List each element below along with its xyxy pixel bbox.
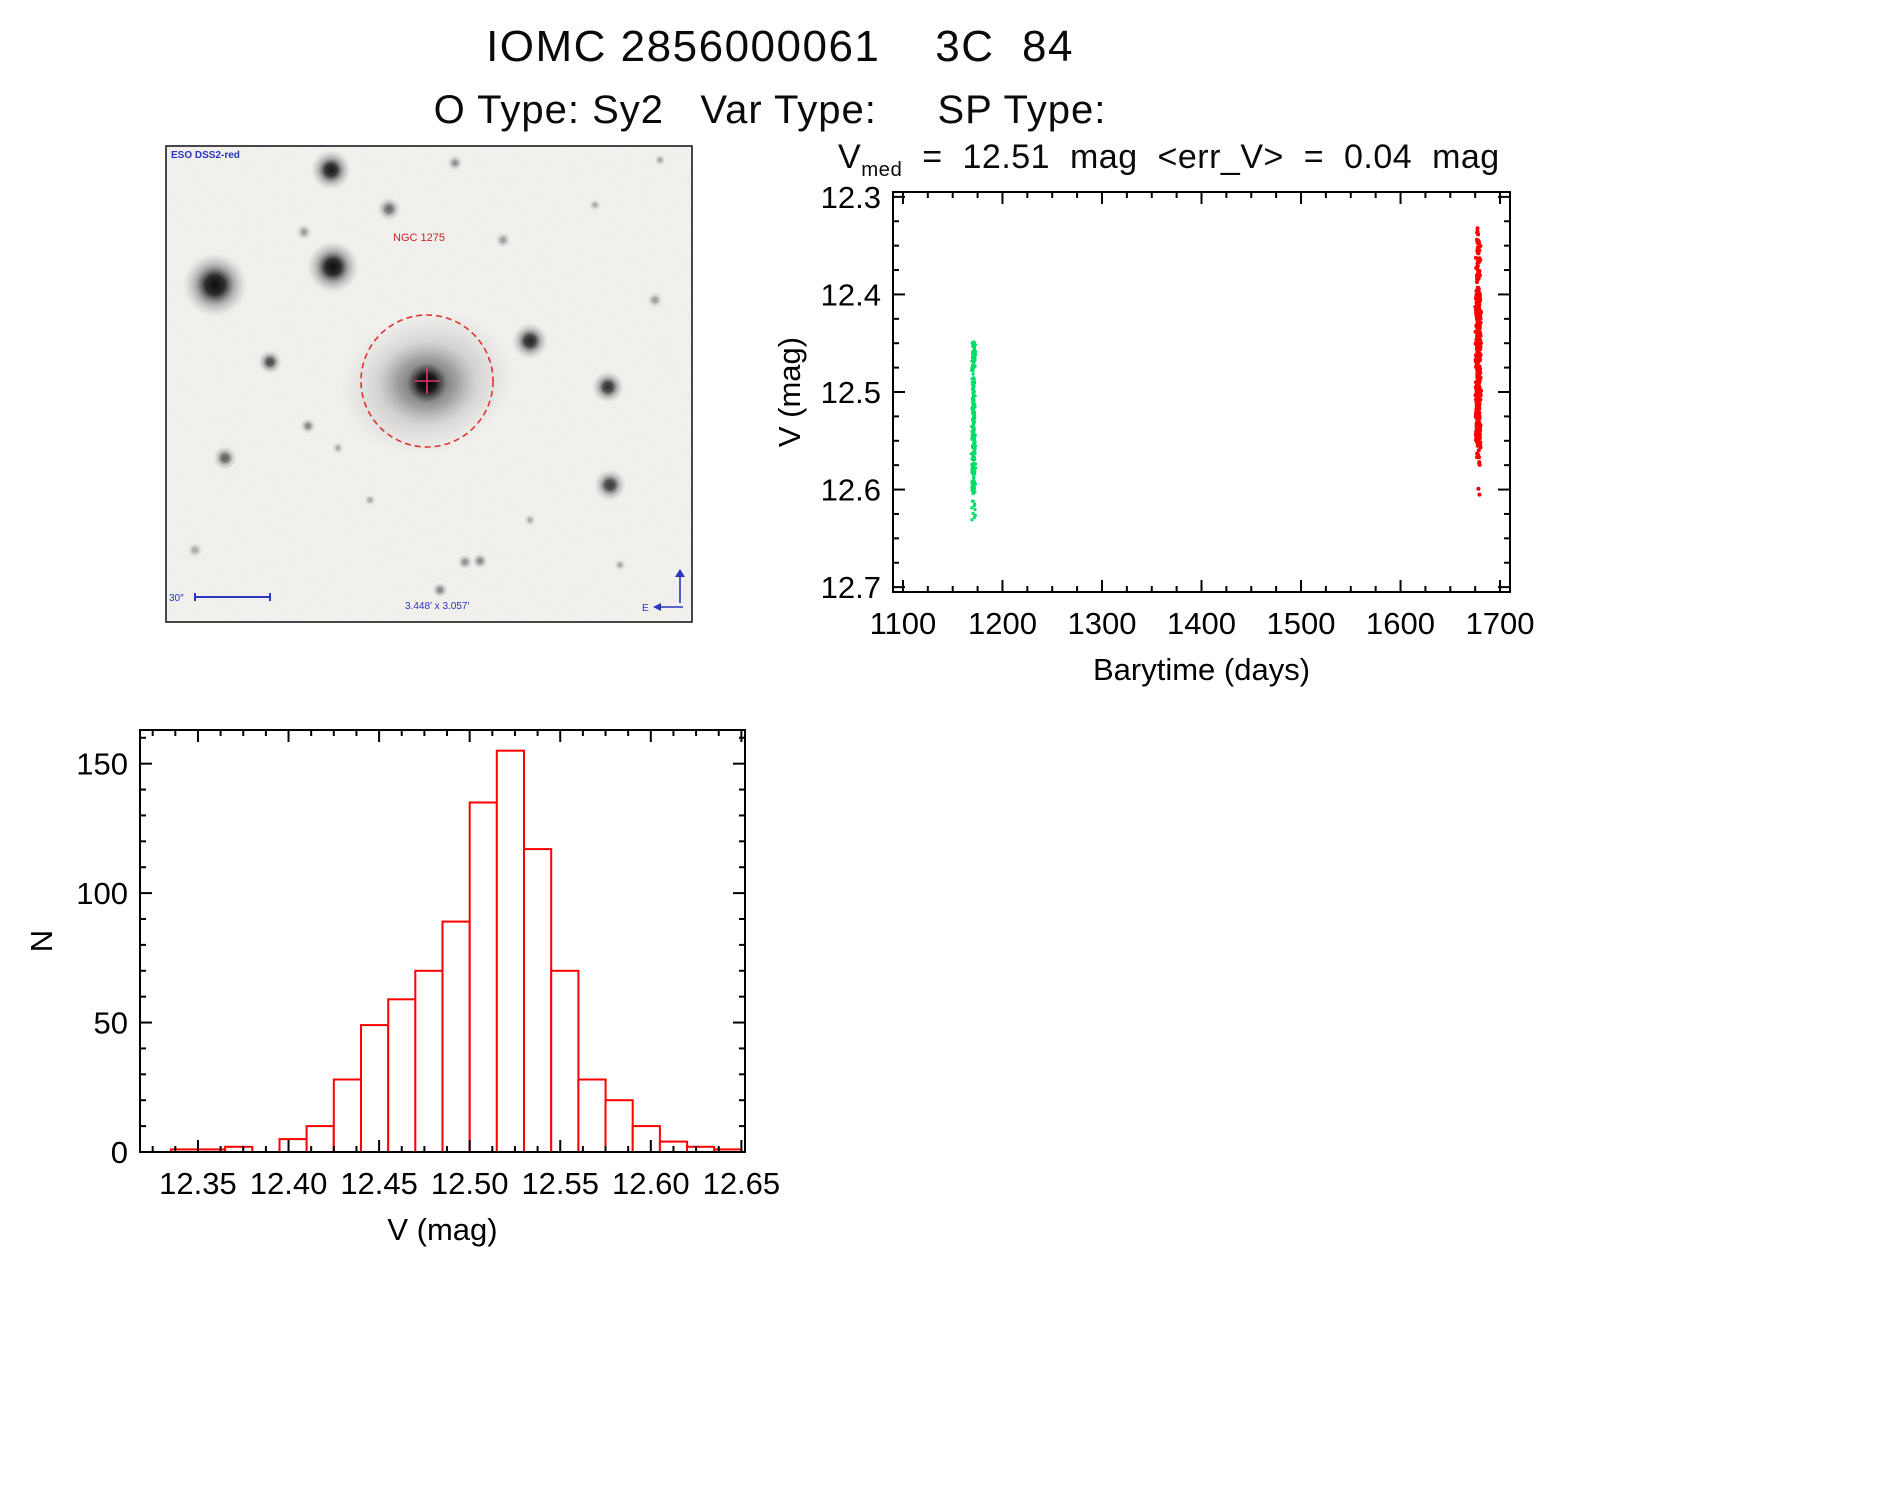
star [592, 371, 624, 403]
lightcurve-y-axis-label: V (mag) [772, 337, 807, 447]
vmed-subscript: med [861, 158, 903, 181]
x-tick-label: 12.40 [250, 1166, 328, 1201]
fov-label: 3.448′ x 3.057′ [405, 601, 469, 612]
x-tick-label: 1400 [1167, 606, 1236, 641]
y-tick-label: 0 [111, 1135, 128, 1170]
star [589, 199, 601, 211]
star [524, 514, 536, 526]
star [183, 253, 247, 317]
x-tick-label: 1700 [1466, 606, 1535, 641]
histogram-bar [468, 801, 498, 1153]
star [512, 323, 548, 359]
finding-chart-frame [165, 145, 693, 623]
star [594, 469, 626, 501]
epoch-1-green [969, 340, 978, 522]
histogram-bar [332, 1078, 362, 1153]
histogram-tick-labels: 12.35 12.40 12.45 12.50 12.55 12.60 12.65 0 50 10… [76, 747, 780, 1201]
y-tick-label: 12.7 [821, 570, 881, 605]
survey-label: ESO DSS2-red [171, 150, 240, 161]
histogram-bar [387, 998, 417, 1153]
scale-bar [194, 593, 271, 601]
star [300, 418, 316, 434]
star [377, 197, 401, 221]
lightcurve-plot: 1100 1200 1300 1400 1500 1600 1700 12.3 12.4 12.5… [772, 180, 1535, 687]
histogram-bars [169, 749, 743, 1154]
y-tick-label: 12.3 [821, 180, 881, 215]
histogram-bar [631, 1125, 661, 1154]
histogram-bar [360, 1024, 390, 1154]
x-tick-label: 12.65 [703, 1166, 781, 1201]
histogram-y-axis-label: N [30, 930, 59, 952]
y-tick-label: 12.6 [821, 473, 881, 508]
y-tick-label: 12.5 [821, 375, 881, 410]
histogram-bar [523, 848, 553, 1153]
star [296, 224, 312, 240]
lightcurve-tick-labels: 1100 1200 1300 1400 1500 1600 1700 12.3 12.4 12.5… [821, 180, 1535, 641]
pointing-circle [360, 314, 494, 448]
star-field [183, 150, 666, 598]
x-tick-label: 1600 [1366, 606, 1435, 641]
x-tick-label: 1100 [870, 606, 937, 641]
star [311, 150, 351, 190]
histogram-bar [441, 920, 471, 1153]
x-tick-label: 12.55 [521, 1166, 599, 1201]
epoch-2-red [1473, 226, 1484, 497]
star [614, 559, 626, 571]
y-tick-label: 100 [76, 876, 128, 911]
star [647, 292, 663, 308]
x-tick-label: 12.35 [159, 1166, 237, 1201]
x-tick-label: 1300 [1067, 606, 1136, 641]
histogram-bar [278, 1138, 308, 1154]
star [457, 554, 473, 570]
target-name-label: NGC 1275 [393, 232, 445, 244]
lightcurve-title: Vmed = 12.51 mag <err_V> = 0.04 mag [838, 138, 1500, 182]
vmed-symbol: V [838, 138, 862, 176]
compass-east-label: E [642, 603, 649, 614]
star [213, 446, 237, 470]
histogram-bar [550, 969, 580, 1153]
x-tick-label: 1200 [968, 606, 1037, 641]
y-tick-label: 150 [76, 747, 128, 782]
lightcurve-title-text: = 12.51 mag <err_V> = 0.04 mag [902, 138, 1500, 176]
y-tick-label: 50 [94, 1006, 128, 1041]
star [654, 154, 666, 166]
scale-bar-label: 30″ [169, 593, 184, 604]
histogram-plot: 12.35 12.40 12.45 12.50 12.55 12.60 12.65 0 50 10… [30, 729, 780, 1247]
compass [653, 569, 685, 611]
star [447, 155, 463, 171]
target-marker [360, 314, 494, 448]
star [258, 350, 282, 374]
star [495, 232, 511, 248]
star [307, 241, 359, 293]
x-tick-label: 12.45 [340, 1166, 418, 1201]
histogram-bar [414, 969, 444, 1153]
histogram-x-axis-label: V (mag) [387, 1212, 497, 1247]
histogram-bar [604, 1099, 634, 1154]
x-tick-label: 1500 [1267, 606, 1336, 641]
star [472, 553, 488, 569]
y-tick-label: 12.4 [821, 277, 881, 312]
star [364, 494, 376, 506]
x-tick-label: 12.60 [612, 1166, 690, 1201]
star [187, 542, 203, 558]
star [432, 582, 448, 598]
page-title: IOMC 2856000061 3C 84 [486, 22, 1074, 71]
lightcurve-x-axis-label: Barytime (days) [1093, 652, 1310, 687]
page-subtitle: O Type: Sy2 Var Type: SP Type: [433, 88, 1107, 132]
x-tick-label: 12.50 [431, 1166, 509, 1201]
lightcurve-axes [892, 191, 1511, 593]
histogram-axes [139, 729, 746, 1153]
histogram-bar [495, 749, 525, 1153]
star [332, 442, 344, 454]
finding-chart-image: ESO DSS2-red NGC 1275 30″ 3.448′ x 3.057… [165, 145, 693, 623]
histogram-bar [577, 1078, 607, 1153]
